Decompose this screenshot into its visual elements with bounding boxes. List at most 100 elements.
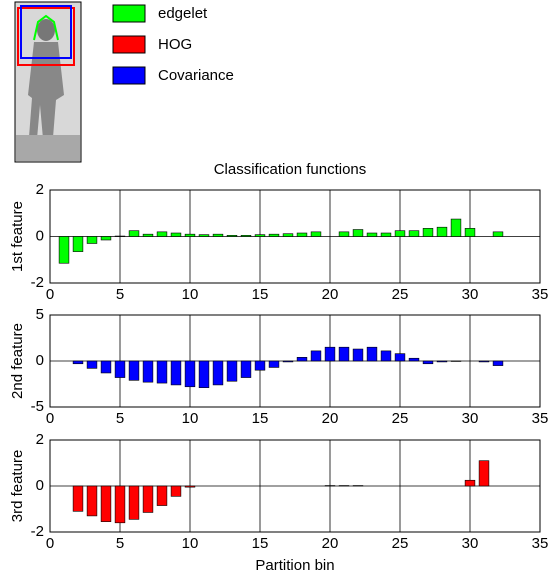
x-tick-label: 15 bbox=[252, 286, 269, 303]
x-tick-label: 10 bbox=[182, 535, 199, 552]
x-tick-label: 30 bbox=[462, 535, 479, 552]
bar bbox=[311, 351, 321, 361]
y-tick-label: -2 bbox=[31, 523, 44, 540]
bar bbox=[479, 461, 489, 486]
y-tick-label: -2 bbox=[31, 274, 44, 291]
bar bbox=[395, 231, 405, 237]
legend-label: HOG bbox=[158, 36, 192, 53]
y-tick-label: 0 bbox=[36, 227, 44, 244]
bar bbox=[269, 234, 279, 236]
bar bbox=[465, 480, 475, 486]
chart-title: Classification functions bbox=[214, 161, 367, 178]
bar bbox=[129, 486, 139, 519]
x-tick-label: 5 bbox=[116, 286, 124, 303]
x-tick-label: 30 bbox=[462, 286, 479, 303]
bar bbox=[171, 486, 181, 496]
bar bbox=[241, 361, 251, 378]
bar bbox=[367, 233, 377, 236]
legend-label: edgelet bbox=[158, 5, 208, 22]
bar bbox=[367, 347, 377, 361]
bar bbox=[381, 351, 391, 361]
bar bbox=[409, 358, 419, 361]
bar bbox=[73, 237, 83, 252]
bar bbox=[269, 361, 279, 367]
bar bbox=[143, 361, 153, 382]
bar bbox=[479, 361, 489, 362]
y-tick-label: 2 bbox=[36, 181, 44, 198]
x-tick-label: 20 bbox=[322, 535, 339, 552]
bar bbox=[199, 361, 209, 388]
bar bbox=[493, 361, 503, 366]
bar bbox=[423, 361, 433, 364]
bar bbox=[185, 486, 195, 487]
legend-swatch bbox=[113, 5, 145, 22]
pedestrian-thumbnail bbox=[15, 2, 81, 162]
bar bbox=[59, 237, 69, 264]
bar bbox=[115, 361, 125, 378]
x-tick-label: 35 bbox=[532, 286, 549, 303]
legend-swatch bbox=[113, 36, 145, 53]
bar bbox=[199, 235, 209, 237]
bar bbox=[73, 486, 83, 511]
y-tick-label: 0 bbox=[36, 352, 44, 369]
x-tick-label: 35 bbox=[532, 410, 549, 427]
bar bbox=[157, 486, 167, 506]
x-tick-label: 25 bbox=[392, 410, 409, 427]
x-tick-label: 5 bbox=[116, 535, 124, 552]
x-tick-label: 0 bbox=[46, 286, 54, 303]
x-tick-label: 15 bbox=[252, 410, 269, 427]
bar bbox=[437, 361, 447, 362]
bar bbox=[283, 361, 293, 362]
bar bbox=[325, 347, 335, 361]
bar bbox=[143, 234, 153, 236]
y-axis-label: 1st feature bbox=[9, 201, 26, 272]
bar bbox=[493, 232, 503, 237]
x-tick-label: 10 bbox=[182, 410, 199, 427]
x-tick-label: 15 bbox=[252, 535, 269, 552]
bar bbox=[241, 235, 251, 236]
bar bbox=[115, 486, 125, 523]
y-tick-label: -5 bbox=[31, 398, 44, 415]
x-tick-label: 25 bbox=[392, 535, 409, 552]
bar bbox=[451, 219, 461, 236]
bar bbox=[465, 228, 475, 236]
bar bbox=[73, 361, 83, 364]
x-tick-label: 10 bbox=[182, 286, 199, 303]
x-tick-label: 20 bbox=[322, 286, 339, 303]
bar bbox=[171, 233, 181, 236]
x-tick-label: 0 bbox=[46, 535, 54, 552]
bar bbox=[101, 361, 111, 373]
y-tick-label: 0 bbox=[36, 477, 44, 494]
bar bbox=[339, 232, 349, 237]
bar bbox=[353, 230, 363, 237]
bar bbox=[185, 361, 195, 387]
y-axis-label: 2nd feature bbox=[9, 323, 26, 399]
bar bbox=[227, 361, 237, 381]
bar bbox=[255, 235, 265, 237]
y-axis-label: 3rd feature bbox=[9, 450, 26, 523]
bar bbox=[143, 486, 153, 512]
x-tick-label: 20 bbox=[322, 410, 339, 427]
bar bbox=[353, 349, 363, 361]
legend-label: Covariance bbox=[158, 67, 234, 84]
bar bbox=[157, 232, 167, 237]
bar bbox=[185, 234, 195, 236]
bar bbox=[171, 361, 181, 385]
bar bbox=[297, 233, 307, 236]
bar bbox=[297, 357, 307, 361]
bar bbox=[311, 232, 321, 237]
y-tick-label: 5 bbox=[36, 306, 44, 323]
legend-swatch bbox=[113, 67, 145, 84]
bar bbox=[213, 361, 223, 385]
bar bbox=[283, 234, 293, 237]
bar bbox=[437, 227, 447, 236]
bar bbox=[129, 231, 139, 237]
bar bbox=[87, 361, 97, 368]
bar bbox=[423, 228, 433, 236]
bar bbox=[157, 361, 167, 383]
x-tick-label: 5 bbox=[116, 410, 124, 427]
x-axis-label: Partition bin bbox=[255, 557, 334, 574]
x-tick-label: 25 bbox=[392, 286, 409, 303]
bar bbox=[339, 347, 349, 361]
